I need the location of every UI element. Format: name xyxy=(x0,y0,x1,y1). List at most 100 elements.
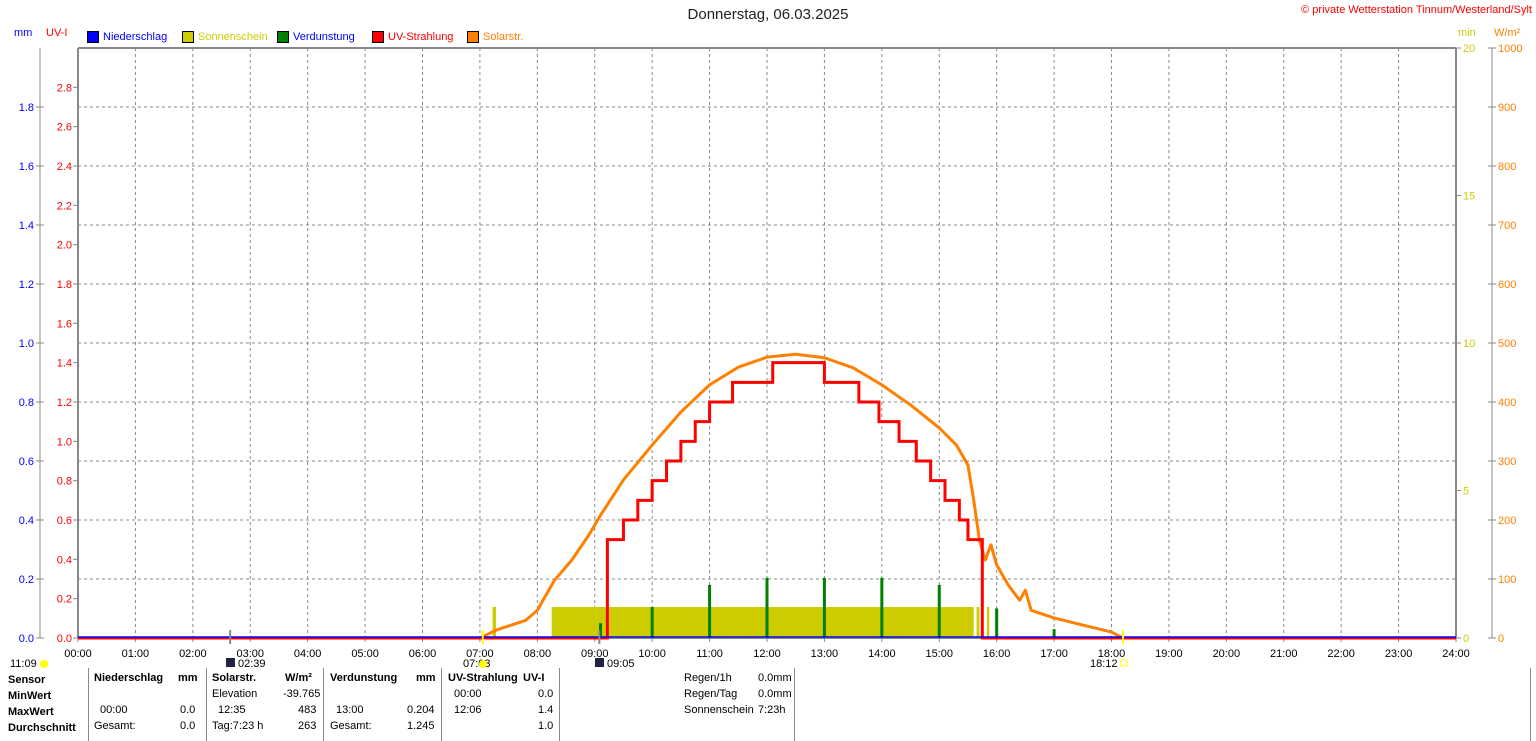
wm2-tick-label: 500 xyxy=(1498,338,1516,350)
table-cell: Verdunstung xyxy=(330,672,398,684)
evaporation-bar xyxy=(765,577,769,638)
sunshine-bar xyxy=(492,607,496,638)
uvi-tick-label: 2.0 xyxy=(57,240,72,252)
legend-swatch xyxy=(372,31,384,43)
evaporation-bar xyxy=(708,584,712,638)
divider xyxy=(1530,668,1531,741)
x-tick-label: 17:00 xyxy=(1040,648,1068,660)
solar-line xyxy=(479,352,1124,640)
legend-swatch xyxy=(277,31,289,43)
uvi-tick-label: 1.4 xyxy=(57,358,72,370)
divider xyxy=(88,668,89,741)
row-label-min: MinWert xyxy=(8,690,52,702)
table-cell: mm xyxy=(416,672,436,684)
evaporation-bar xyxy=(650,607,654,638)
mm-tick-label: 0.0 xyxy=(19,633,34,645)
legend-label: Solarstr. xyxy=(483,31,524,43)
table-cell: 0.0mm xyxy=(758,672,792,684)
table-cell: Elevation xyxy=(212,688,258,700)
legend-item: Verdunstung xyxy=(277,31,355,43)
legend-swatch xyxy=(182,31,194,43)
table-cell: 483 xyxy=(298,704,317,716)
table-cell: 13:00 xyxy=(336,704,364,716)
sunshine-bar xyxy=(551,607,974,638)
table-cell: 7:23h xyxy=(758,704,786,716)
uvi-tick-label: 1.2 xyxy=(57,397,72,409)
divider xyxy=(206,668,207,741)
uvi-tick-label: 1.0 xyxy=(57,436,72,448)
table-cell: -39.765 xyxy=(283,688,321,700)
wm2-tick-label: 600 xyxy=(1498,279,1516,291)
mm-tick-label: 1.6 xyxy=(19,161,34,173)
table-cell: 263 xyxy=(298,720,317,732)
x-tick-label: 19:00 xyxy=(1155,648,1183,660)
legend-swatch xyxy=(467,31,479,43)
mm-tick-label: 1.2 xyxy=(19,279,34,291)
min-tick-label: 10 xyxy=(1463,338,1475,350)
uvi-tick-label: 2.2 xyxy=(57,200,72,212)
mm-tick-label: 0.2 xyxy=(19,574,34,586)
table-cell: 0.204 xyxy=(407,704,435,716)
table-cell: mm xyxy=(178,672,198,684)
moonset-icon xyxy=(595,658,604,667)
min-tick-label: 20 xyxy=(1463,43,1475,55)
min-tick-label: 0 xyxy=(1463,633,1469,645)
x-tick-label: 13:00 xyxy=(811,648,839,660)
sun-icon xyxy=(40,660,48,668)
x-tick-label: 04:00 xyxy=(294,648,322,660)
table-cell: 1.4 xyxy=(538,704,554,716)
evaporation-bar xyxy=(822,577,826,638)
legend-label: Verdunstung xyxy=(293,31,355,43)
uvi-tick-label: 0.4 xyxy=(57,554,72,566)
x-tick-label: 18:00 xyxy=(1098,648,1126,660)
x-tick-label: 01:00 xyxy=(122,648,150,660)
wm2-tick-label: 700 xyxy=(1498,220,1516,232)
row-label-avg: Durchschnitt xyxy=(8,722,76,734)
uvi-tick-label: 2.8 xyxy=(57,82,72,94)
row-label-sensor: Sensor xyxy=(8,674,46,686)
mm-axis-unit: mm xyxy=(14,27,33,39)
uvi-tick-label: 0.0 xyxy=(57,633,72,645)
x-tick-label: 16:00 xyxy=(983,648,1011,660)
legend-item: Niederschlag xyxy=(87,31,167,43)
table-cell: 0.0 xyxy=(180,704,196,716)
min-tick-label: 15 xyxy=(1463,191,1475,203)
x-tick-label: 09:00 xyxy=(581,648,609,660)
uv-line xyxy=(78,361,1456,640)
wm2-axis-unit: W/m² xyxy=(1494,27,1521,39)
table-cell: 12:35 xyxy=(218,704,246,716)
uvi-tick-label: 0.8 xyxy=(57,476,72,488)
divider xyxy=(559,668,560,741)
divider xyxy=(441,668,442,741)
mm-tick-label: 1.0 xyxy=(19,338,34,350)
table-cell: UV-I xyxy=(523,672,545,684)
x-tick-label: 15:00 xyxy=(925,648,953,660)
table-cell: Regen/1h xyxy=(684,672,732,684)
mm-tick-label: 0.8 xyxy=(19,397,34,409)
wm2-tick-label: 200 xyxy=(1498,515,1516,527)
x-tick-label: 06:00 xyxy=(409,648,437,660)
x-tick-label: 14:00 xyxy=(868,648,896,660)
chart-title: Donnerstag, 06.03.2025 xyxy=(687,6,849,23)
uvi-tick-label: 2.6 xyxy=(57,122,72,134)
row-label-max: MaxWert xyxy=(8,706,54,718)
wm2-tick-label: 400 xyxy=(1498,397,1516,409)
table-cell: W/m² xyxy=(285,672,312,684)
wm2-tick-label: 100 xyxy=(1498,574,1516,586)
x-tick-label: 07:00 xyxy=(466,648,494,660)
table-cell: 1.245 xyxy=(407,720,435,732)
evaporation-bar xyxy=(937,584,941,638)
wm2-tick-label: 0 xyxy=(1498,633,1504,645)
x-tick-label: 11:00 xyxy=(696,648,723,660)
uvi-tick-label: 1.6 xyxy=(57,318,72,330)
table-cell: Sonnenschein xyxy=(684,704,754,716)
uvi-axis-unit: UV-I xyxy=(46,27,68,39)
mm-tick-label: 0.6 xyxy=(19,456,34,468)
x-tick-label: 10:00 xyxy=(638,648,666,660)
evaporation-bar xyxy=(880,577,884,638)
x-tick-label: 00:00 xyxy=(64,648,92,660)
table-cell: Regen/Tag xyxy=(684,688,738,700)
table-cell: Gesamt: xyxy=(94,720,136,732)
table-cell: Gesamt: xyxy=(330,720,372,732)
wm2-tick-label: 300 xyxy=(1498,456,1516,468)
